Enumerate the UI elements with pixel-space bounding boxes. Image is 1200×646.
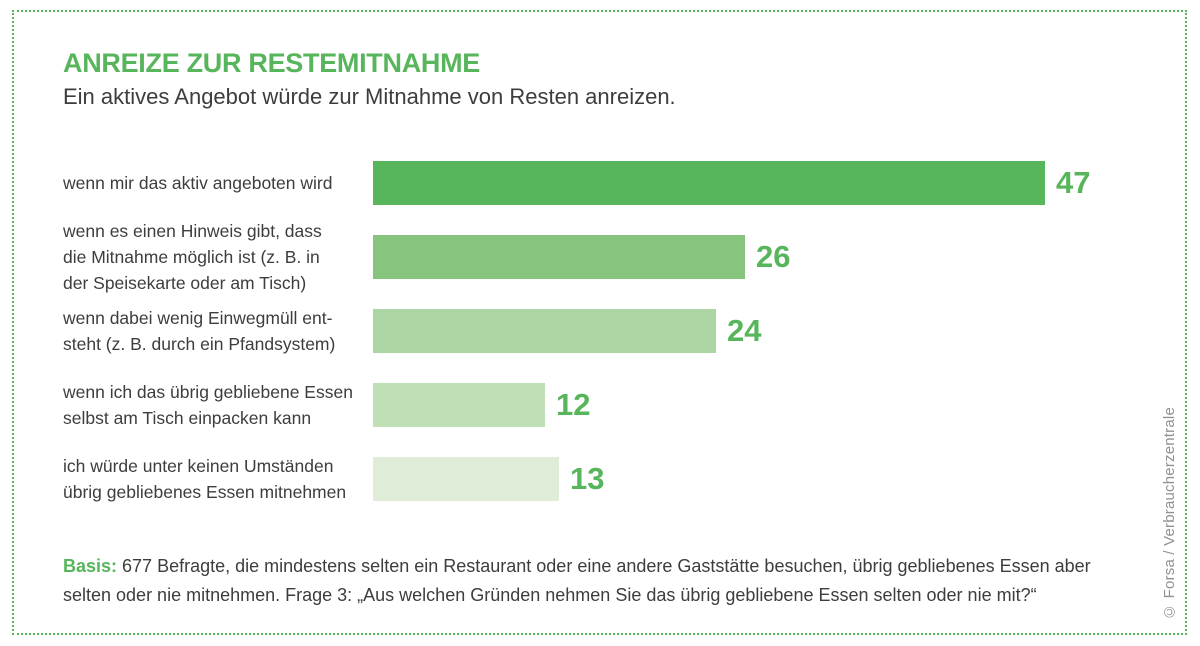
copyright-credit: © Forsa / Verbraucherzentrale [1161, 407, 1178, 620]
dotted-border-frame [12, 10, 1187, 635]
bar-category-label: wenn ich das übrig gebliebene Essen selbs… [63, 382, 353, 428]
chart-row: wenn ich das übrig gebliebene Essen selbs… [63, 382, 1143, 428]
basis-label: Basis: [63, 556, 123, 576]
bar-category-label: ich würde unter keinen Umständen übrig ge… [63, 456, 347, 502]
bar [373, 383, 545, 427]
page-title: ANREIZE ZUR RESTEMITNAHME [63, 48, 480, 78]
bar-category-label: wenn es einen Hinweis gibt, dass die Mitn… [63, 221, 322, 293]
bar [373, 457, 559, 501]
basis-text: 677 Befragte, die mindestens selten ein … [63, 556, 1091, 605]
chart-row: ich würde unter keinen Umständen übrig ge… [63, 456, 1143, 502]
bar-chart: wenn mir das aktiv angeboten wird 47 wenn … [63, 161, 1143, 531]
bar-value-label: 26 [756, 239, 791, 274]
bar [373, 309, 716, 353]
footer-note: Basis: 677 Befragte, die mindestens selt… [63, 552, 1141, 610]
bar [373, 235, 745, 279]
bar-value-label: 47 [1056, 165, 1091, 200]
chart-row: wenn es einen Hinweis gibt, dass die Mitn… [63, 221, 1143, 293]
bar [373, 161, 1045, 205]
bar-value-label: 24 [727, 313, 762, 348]
chart-row: wenn mir das aktiv angeboten wird 47 [63, 161, 1143, 205]
bar-value-label: 12 [556, 387, 591, 422]
page-subtitle: Ein aktives Angebot würde zur Mitnahme v… [63, 84, 676, 109]
bar-value-label: 13 [570, 461, 605, 496]
bar-category-label: wenn mir das aktiv angeboten wird [63, 173, 333, 193]
chart-row: wenn dabei wenig Einwegmüll ent-steht (z… [63, 308, 1143, 354]
bar-category-label: wenn dabei wenig Einwegmüll ent-steht (z… [63, 308, 336, 354]
